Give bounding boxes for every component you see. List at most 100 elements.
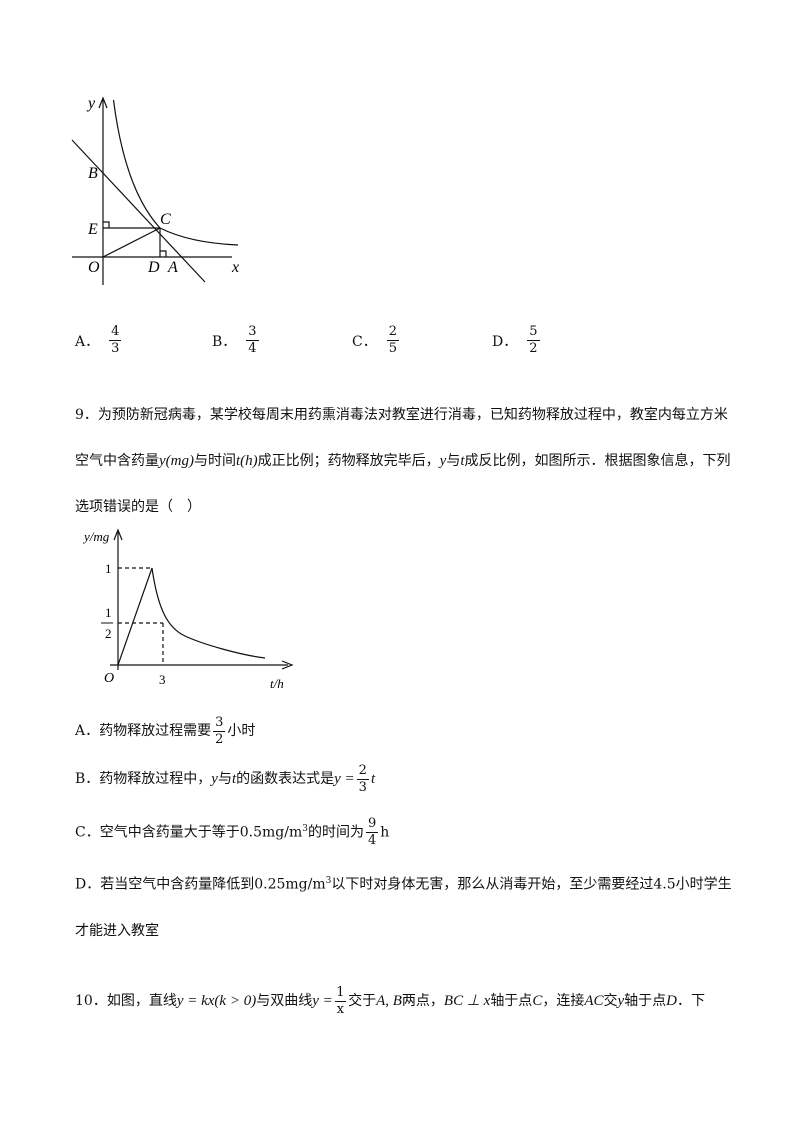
math: y = kx(k > 0) [176, 993, 257, 1009]
label: O [88, 259, 100, 276]
text: 0.5mg/m [239, 824, 303, 841]
denominator: 5 [386, 340, 399, 356]
math: y = [334, 771, 355, 787]
numerator: 3 [248, 324, 257, 339]
math: BC ⊥ x [443, 993, 491, 1009]
option: B． 3 4 [212, 324, 261, 357]
option: D． 5 2 [492, 324, 542, 357]
numerator: 2 [358, 762, 367, 778]
denominator: 3 [356, 778, 369, 795]
label: 2 [105, 626, 112, 641]
numerator: 9 [367, 816, 377, 832]
label: C [160, 211, 171, 228]
denominator: x [334, 1000, 347, 1017]
math: y(mg) [159, 453, 194, 469]
text: h [380, 824, 390, 841]
label: E [87, 221, 98, 238]
option-letter: B． [212, 333, 237, 350]
math: D [666, 993, 678, 1009]
option-letter: A． [75, 333, 100, 350]
label: B [88, 165, 98, 182]
text: 交 [603, 993, 618, 1009]
label: A [167, 259, 178, 276]
option: A．药物释放过程需要 3 2 小时 [75, 708, 740, 754]
figure-1 [71, 96, 239, 285]
text: 两点， [401, 993, 444, 1009]
denominator: 4 [246, 340, 259, 356]
text: 与 [217, 771, 232, 787]
text: 小时 [227, 723, 256, 739]
math: t [460, 453, 465, 469]
math: y [439, 453, 447, 469]
label: y/mg [82, 529, 110, 544]
math: t [370, 771, 376, 787]
text: 0.25mg/m [254, 876, 326, 893]
figure-2 [110, 528, 294, 670]
denominator: 2 [527, 340, 540, 356]
text: 与时间 [193, 453, 236, 469]
text: 的函数表达式是 [236, 771, 335, 787]
text: ，连接 [542, 993, 585, 1009]
math: t [231, 771, 237, 787]
option: C．空气中含药量大于等于0.5mg/m3的时间为 9 4 h [75, 806, 740, 856]
text: 交于 [348, 993, 377, 1009]
label: O [104, 671, 114, 686]
option-letter: C． [352, 333, 377, 350]
label: 1 [105, 561, 112, 576]
text: 轴于点 [624, 993, 667, 1009]
label: 3 [159, 672, 166, 687]
numerator: 4 [111, 324, 120, 339]
text: 与双曲线 [256, 993, 313, 1009]
label: y [86, 95, 96, 112]
text: 轴于点 [490, 993, 533, 1009]
text: 以下时对身体无害，那么从消毒开始，至少需要经过4.5小时学生才能进入教室 [75, 876, 732, 939]
option: D．若当空气中含药量降低到0.25mg/m3以下时对身体无害，那么从消毒开始，至… [75, 858, 740, 954]
math: y [617, 993, 625, 1009]
text: 10．如图，直线 [75, 993, 177, 1009]
text: 成反比例，如图所示．根据图象信息，下列选项错误的是（ ） [75, 453, 731, 515]
option: B．药物释放过程中，y与t的函数表达式是y = 2 3 t [75, 756, 740, 802]
option: C． 2 5 [352, 324, 401, 357]
math: y [211, 771, 218, 787]
superscript: 3 [302, 824, 308, 834]
numerator: 1 [336, 984, 345, 1000]
label: 1 [105, 605, 112, 620]
numerator: 3 [215, 714, 224, 730]
math: C [532, 993, 543, 1009]
text: D．若当空气中含药量降低到 [75, 876, 255, 893]
math: y = [312, 993, 333, 1009]
denominator: 2 [213, 730, 226, 747]
text: ．下 [677, 993, 706, 1009]
text: 与 [446, 453, 461, 469]
text: C．空气中含药量大于等于 [75, 824, 240, 841]
text: 9．为预防新冠病毒，某学校每周末用药熏消毒法对教室进行消毒，已知药物释放过程中，… [75, 407, 728, 469]
denominator: 3 [109, 340, 122, 356]
q10-stem: 10．如图，直线y = kx(k > 0)与双曲线y = 1 x 交于A, B两点，B… [75, 978, 740, 1024]
q9-stem: 9．为预防新冠病毒，某学校每周末用药熏消毒法对教室进行消毒，已知药物释放过程中，… [75, 392, 740, 530]
option: A． 4 3 [75, 324, 123, 357]
math: A, B [376, 993, 402, 1009]
label: D [147, 259, 160, 276]
option-letter: D． [492, 333, 518, 350]
text: A．药物释放过程需要 [75, 723, 212, 739]
text: 的时间为 [307, 824, 364, 841]
label: x [231, 259, 239, 276]
math: AC [584, 993, 604, 1009]
superscript: 3 [325, 876, 332, 886]
text: 成正比例；药物释放完毕后， [257, 453, 440, 469]
math: t(h) [235, 453, 258, 469]
label: t/h [270, 676, 284, 691]
numerator: 2 [388, 324, 397, 339]
numerator: 5 [529, 324, 538, 339]
